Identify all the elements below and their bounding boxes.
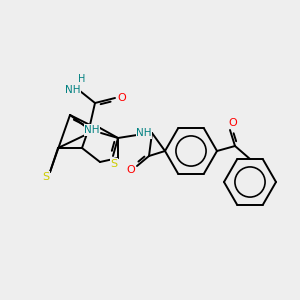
Text: O: O xyxy=(229,118,237,128)
Text: H: H xyxy=(78,74,86,84)
Text: NH: NH xyxy=(84,125,100,135)
Text: O: O xyxy=(118,93,126,103)
Text: NH: NH xyxy=(65,85,81,95)
Text: S: S xyxy=(110,159,118,169)
Text: S: S xyxy=(42,172,50,182)
Text: O: O xyxy=(127,165,135,175)
Text: NH: NH xyxy=(136,128,152,138)
